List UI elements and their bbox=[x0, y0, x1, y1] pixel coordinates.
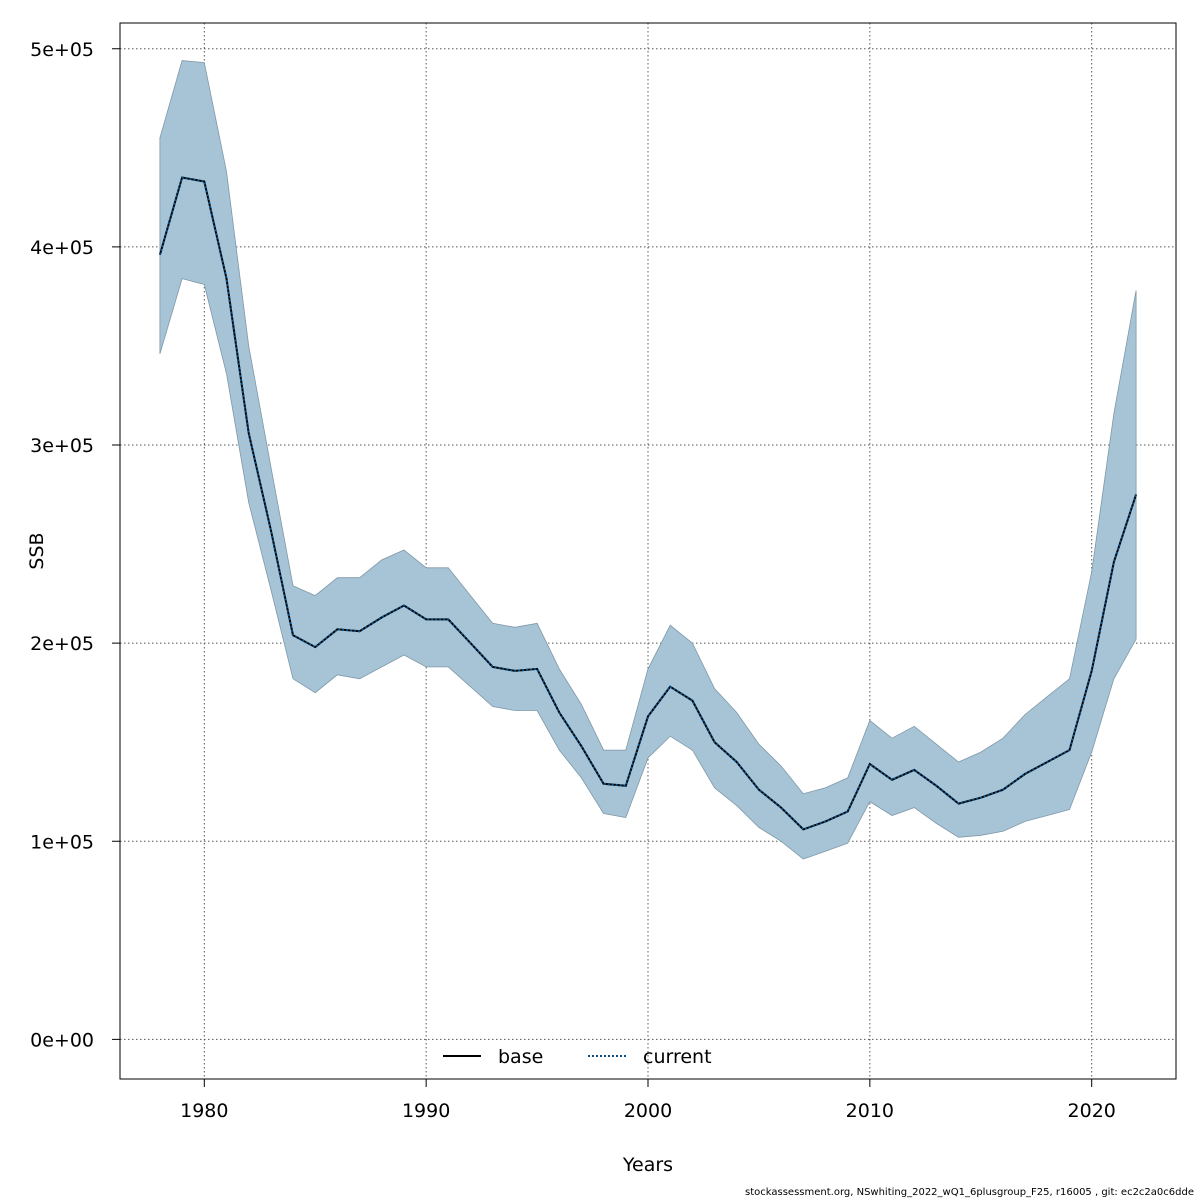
confidence-band-area bbox=[159, 60, 1137, 860]
x-axis: 1980 1990 2000 2010 2020 bbox=[180, 1079, 1116, 1122]
y-tick-label: 2e+05 bbox=[30, 633, 94, 655]
y-axis-label: SSB bbox=[26, 532, 48, 569]
y-tick-label: 3e+05 bbox=[30, 435, 94, 457]
x-tick-label: 2010 bbox=[846, 1100, 894, 1122]
y-tick-label: 0e+00 bbox=[30, 1029, 94, 1051]
confidence-band bbox=[159, 60, 1137, 860]
y-axis: 0e+00 1e+05 2e+05 3e+05 4e+05 5e+05 bbox=[30, 39, 120, 1051]
y-tick-label: 5e+05 bbox=[30, 39, 94, 61]
x-tick-label: 2020 bbox=[1068, 1100, 1116, 1122]
x-tick-label: 1990 bbox=[402, 1100, 450, 1122]
legend: base current bbox=[443, 1046, 712, 1068]
grid-lines bbox=[120, 23, 1176, 1079]
series-lines bbox=[158, 176, 1138, 831]
y-tick-label: 1e+05 bbox=[30, 831, 94, 853]
y-tick-label: 4e+05 bbox=[30, 237, 94, 259]
series-line-current bbox=[158, 176, 1138, 831]
x-axis-label: Years bbox=[622, 1154, 673, 1176]
legend-label-base: base bbox=[498, 1046, 543, 1068]
footer-note: stockassessment.org, NSwhiting_2022_wQ1_… bbox=[745, 1187, 1194, 1198]
x-tick-label: 1980 bbox=[180, 1100, 228, 1122]
x-tick-label: 2000 bbox=[624, 1100, 672, 1122]
legend-label-current: current bbox=[643, 1046, 712, 1068]
